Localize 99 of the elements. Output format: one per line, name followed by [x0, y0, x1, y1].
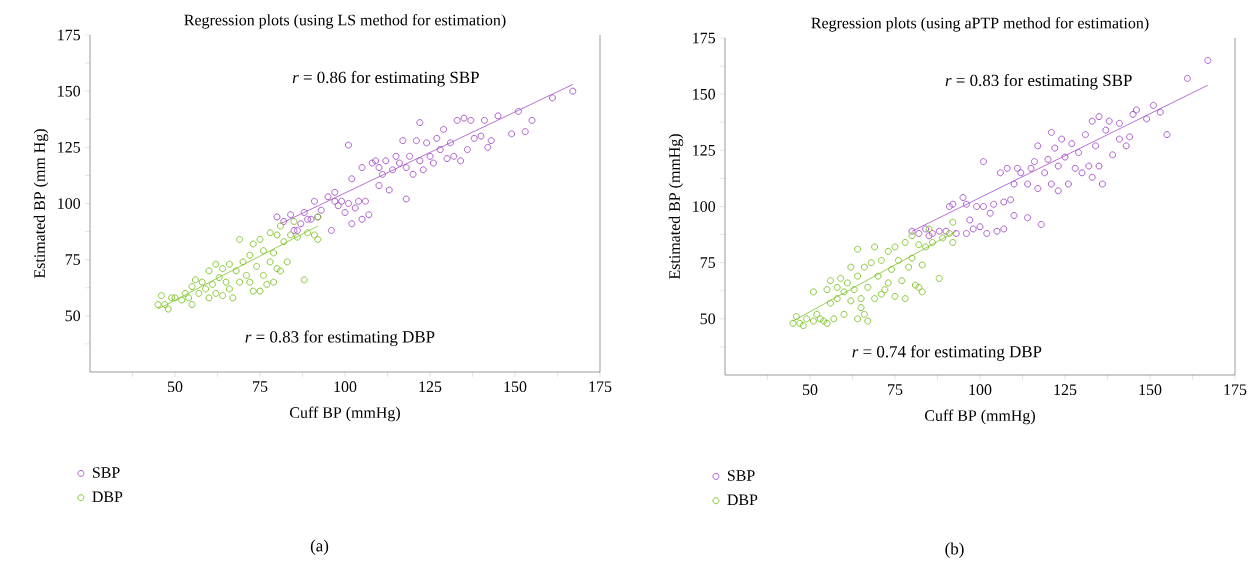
y-tick-label: 50	[700, 313, 716, 325]
legend-label: SBP	[92, 467, 120, 478]
y-tick-label: 75	[65, 254, 81, 265]
y-axis-title: Estimated BP (mmHg)	[668, 134, 684, 280]
x-tick-label: 50	[167, 381, 183, 393]
point	[232, 267, 240, 275]
chart-title: Regression plots (using aPTP method for estimation)	[811, 17, 1149, 32]
point	[266, 229, 274, 237]
x-tick-label: 50	[802, 384, 818, 396]
point	[283, 258, 291, 266]
x-tick-label: 125	[419, 381, 442, 393]
x-tick-label: 75	[888, 384, 903, 395]
point	[205, 294, 213, 302]
point	[259, 247, 267, 255]
point	[249, 287, 257, 295]
point	[157, 292, 165, 300]
annotation: r = 0.86 for estimating SBP	[292, 71, 479, 87]
point	[161, 301, 169, 309]
x-tick-label: 75	[253, 381, 268, 392]
point	[242, 271, 250, 279]
point	[276, 267, 284, 275]
point	[276, 222, 284, 230]
point	[185, 294, 193, 302]
y-tick-label: 125	[58, 141, 81, 153]
point	[273, 265, 281, 273]
point	[191, 276, 199, 284]
point	[225, 285, 233, 293]
point	[287, 231, 295, 239]
y-tick-label: 50	[65, 310, 81, 322]
point	[246, 278, 254, 286]
point	[222, 278, 230, 286]
point	[212, 289, 220, 297]
point	[270, 278, 278, 286]
point	[205, 267, 213, 275]
point	[181, 289, 189, 297]
x-tick-label: 100	[969, 384, 992, 396]
point	[178, 296, 186, 304]
point	[219, 292, 227, 300]
text: (a)	[310, 539, 329, 555]
point	[249, 240, 257, 248]
y-axis-title: Estimated BP (mm Hg)	[33, 129, 49, 279]
legend-label: DBP	[92, 491, 123, 503]
y-tick-label: 100	[58, 198, 81, 209]
x-tick-label: 175	[589, 381, 612, 393]
point	[212, 260, 220, 268]
point	[188, 301, 196, 309]
point	[168, 294, 176, 302]
y-tick-label: 150	[693, 88, 716, 100]
point	[300, 276, 308, 284]
x-tick-label: 100	[334, 381, 357, 393]
point	[239, 258, 247, 266]
point	[229, 294, 237, 302]
x-tick-label: 175	[1224, 384, 1247, 396]
point	[256, 287, 264, 295]
point	[259, 271, 267, 279]
y-tick-label: 75	[700, 257, 716, 268]
point	[273, 231, 281, 239]
point	[270, 249, 278, 257]
annotation: r = 0.83 for estimating SBP	[945, 74, 1132, 90]
annotation: r = 0.74 for estimating DBP	[852, 345, 1042, 361]
y-tick-label: 150	[58, 85, 81, 97]
point	[256, 236, 264, 243]
chart-title: Regression plots (using LS method for estimation)	[184, 14, 506, 29]
point	[219, 265, 227, 273]
y-tick-label: 175	[693, 32, 716, 44]
x-axis-title: Cuff BP (mmHg)	[290, 406, 400, 422]
x-axis-title: Cuff BP (mmHg)	[925, 409, 1035, 425]
point	[225, 260, 233, 268]
point	[236, 278, 244, 286]
point	[188, 283, 196, 291]
point	[280, 238, 288, 246]
legend-label: SBP	[727, 470, 755, 481]
y-tick-label: 100	[693, 201, 716, 212]
point	[208, 280, 216, 288]
point	[164, 305, 172, 313]
point	[293, 233, 301, 241]
point	[314, 236, 322, 243]
point	[198, 278, 206, 286]
point	[263, 280, 271, 288]
point	[236, 236, 244, 243]
point	[202, 285, 210, 293]
x-tick-label: 150	[504, 381, 527, 393]
annotation: r = 0.83 for estimating DBP	[245, 330, 435, 347]
x-tick-label: 125	[1054, 384, 1077, 396]
legend-label: DBP	[727, 494, 758, 506]
point	[246, 251, 254, 259]
point	[215, 274, 223, 282]
point	[290, 218, 298, 225]
y-tick-label: 175	[58, 29, 81, 41]
point	[253, 262, 261, 270]
point	[304, 229, 312, 237]
point	[310, 231, 318, 239]
point	[266, 258, 274, 266]
text: (b)	[945, 542, 964, 558]
x-tick-label: 150	[1139, 384, 1162, 396]
y-tick-label: 125	[693, 144, 716, 156]
point	[154, 301, 162, 309]
point	[171, 294, 179, 302]
point	[195, 289, 203, 297]
